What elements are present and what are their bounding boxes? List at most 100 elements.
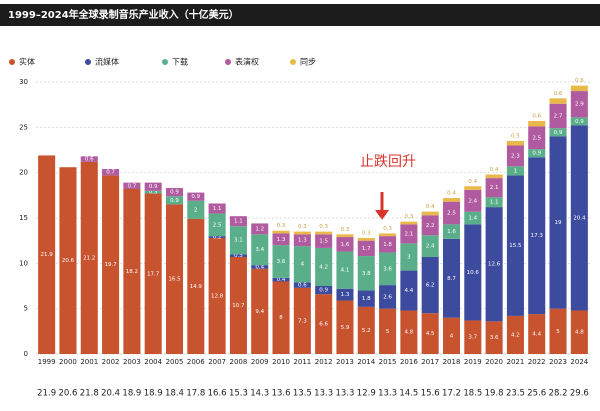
x-tick-label: 1999 [38,358,56,366]
bar-segment [357,240,375,257]
total-label: 18.5 [463,389,482,399]
value-label: 0.3 [319,224,328,230]
legend-label: 实体 [19,57,35,67]
value-label: 0.6 [575,78,584,84]
total-label: 18.9 [144,389,163,399]
bar-segment [251,234,269,266]
value-label: 16.5 [168,277,181,283]
value-label: 3.6 [383,266,392,272]
bar-segment [570,117,588,126]
value-label: 2.1 [490,185,499,191]
value-label: 2.5 [213,222,222,228]
value-label: 4.2 [511,332,520,338]
value-label: 0.4 [277,277,286,283]
value-label: 8 [279,315,283,321]
bar-segment [528,120,546,127]
bar-segment [570,85,588,92]
bar-segment [102,169,120,176]
value-label: 0.3 [341,227,350,233]
y-tick-label: 10 [19,259,28,267]
total-label: 13.3 [335,389,354,399]
bar-segment [293,246,311,283]
value-label: 0.3 [149,190,158,196]
bar-segment [315,234,333,248]
total-label: 20.6 [58,389,77,399]
bar-segment [102,175,120,354]
bar-segment [315,286,333,295]
legend-label: 下载 [172,57,188,67]
bar-segment [485,321,503,354]
value-label: 10.6 [467,270,480,276]
bar-segment [464,224,482,321]
bar-segment [357,237,375,241]
annotation-arrow-head [375,210,389,220]
value-label: 0.6 [554,91,563,97]
legend-marker [290,59,296,65]
x-tick-label: 2007 [208,358,226,366]
bar-segment [528,157,546,315]
value-label: 20.4 [573,216,586,222]
bar-segment [528,126,546,150]
annotation: 止跌回升 [360,154,416,170]
value-label: 5 [386,329,390,335]
bar-segment [293,287,311,354]
total-label: 29.6 [570,389,589,399]
value-label: 0.9 [170,190,179,196]
x-tick-label: 2019 [464,358,482,366]
bar-segment [570,91,588,118]
bar-segment [229,216,247,227]
bar-segment [272,230,290,234]
y-tick-label: 0 [24,350,28,358]
total-label: 13.3 [314,389,333,399]
value-label: 9.4 [255,309,264,315]
bar-segment [293,234,311,247]
bar-segment [570,125,588,311]
bar-segment [506,140,524,146]
bar-segment [38,155,56,354]
value-label: 2.4 [468,198,477,204]
bar-segment [208,236,226,238]
value-label: 12.8 [211,293,224,299]
value-label: 0.7 [106,170,115,176]
bar-segment [293,231,311,235]
bar-segment [379,252,397,286]
bar-segment [251,265,269,269]
bar-segment [208,237,226,354]
value-label: 0.4 [255,264,264,270]
value-label: 14.9 [190,284,203,290]
value-label: 1.6 [341,242,350,248]
bar-segment [357,290,375,307]
bar-segment [59,167,77,354]
value-label: 0.3 [298,224,307,230]
value-label: 0.9 [170,198,179,204]
bar-segment [336,234,354,238]
bar-segment [336,288,354,301]
value-label: 0.4 [490,167,499,173]
legend-marker [225,59,231,65]
value-label: 1.3 [277,237,286,243]
value-label: 19 [555,220,562,226]
value-label: 18.2 [126,269,138,275]
value-label: 3.8 [362,271,371,277]
value-label: 0.6 [298,283,307,289]
bar-segment [315,294,333,354]
bar-segment [464,320,482,354]
value-label: 0.9 [532,151,541,157]
bar-segment [80,156,98,162]
bar-segment [379,236,397,253]
bar-segment [400,270,418,311]
value-label: 0.4 [447,191,456,197]
value-label: 1.1 [213,206,222,212]
bar-segment [549,128,567,137]
bar-segment [144,193,162,354]
value-label: 10.7 [232,303,245,309]
value-label: 1.8 [383,242,392,248]
bar-segment [165,204,184,354]
y-tick-label: 25 [19,123,28,131]
value-label: 1.4 [468,216,477,222]
bar-segment [442,198,461,202]
total-label: 13.5 [293,389,312,399]
y-tick-label: 15 [19,214,28,222]
value-label: 1.7 [362,246,371,252]
value-label: 21.2 [83,255,95,261]
